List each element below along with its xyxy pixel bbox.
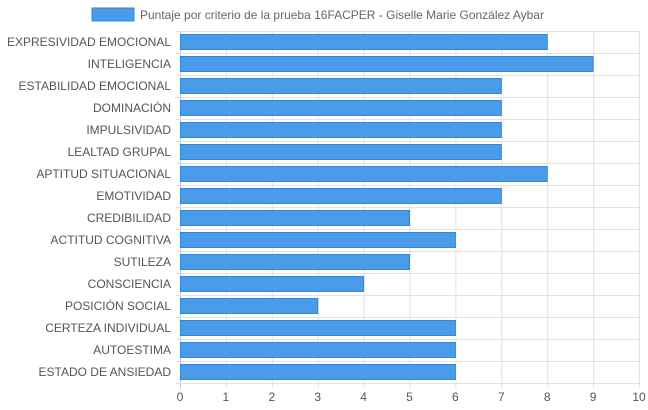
bar[interactable]	[180, 232, 456, 248]
legend: Puntaje por criterio de la prueba 16FACP…	[91, 7, 544, 22]
x-tick-label: 2	[268, 390, 275, 404]
bar[interactable]	[180, 276, 365, 292]
bar[interactable]	[180, 34, 548, 50]
bar[interactable]	[180, 100, 502, 116]
x-tick-label: 0	[177, 390, 184, 404]
bars	[180, 34, 594, 380]
bar[interactable]	[180, 144, 502, 160]
category-label: AUTOESTIMA	[93, 343, 171, 357]
bar[interactable]	[180, 56, 594, 72]
category-label: CERTEZA INDIVIDUAL	[45, 321, 171, 335]
category-label: IMPULSIVIDAD	[86, 123, 171, 137]
category-label: CONSCIENCIA	[88, 277, 171, 291]
category-labels: EXPRESIVIDAD EMOCIONAL INTELIGENCIA ESTABI…	[7, 35, 171, 379]
bar[interactable]	[180, 254, 410, 270]
bar[interactable]	[180, 78, 502, 94]
category-label: EMOTIVIDAD	[96, 189, 171, 203]
x-tick-label: 9	[590, 390, 597, 404]
legend-label: Puntaje por criterio de la prueba 16FACP…	[140, 8, 544, 22]
bar[interactable]	[180, 342, 456, 358]
category-label: SUTILEZA	[114, 255, 171, 269]
x-tick-label: 8	[544, 390, 551, 404]
bar[interactable]	[180, 210, 410, 226]
category-label: ACTITUD COGNITIVA	[51, 233, 171, 247]
x-tick-label: 10	[632, 390, 646, 404]
legend-swatch	[91, 7, 135, 22]
x-tick-label: 4	[360, 390, 367, 404]
bar[interactable]	[180, 122, 502, 138]
category-label: ESTADO DE ANSIEDAD	[39, 365, 172, 379]
category-label: DOMINACIÓN	[93, 100, 171, 115]
bar[interactable]	[180, 166, 548, 182]
bar[interactable]	[180, 364, 456, 380]
bar[interactable]	[180, 188, 502, 204]
bar[interactable]	[180, 320, 456, 336]
category-label: INTELIGENCIA	[88, 57, 171, 71]
x-tick-label: 7	[498, 390, 505, 404]
category-label: POSICIÓN SOCIAL	[65, 298, 171, 313]
x-tick-labels: 0 1 2 3 4 5 6 7 8 9 10	[177, 390, 646, 404]
bar[interactable]	[180, 298, 319, 314]
x-tick-label: 1	[223, 390, 230, 404]
category-label: EXPRESIVIDAD EMOCIONAL	[7, 35, 171, 49]
category-label: APTITUD SITUACIONAL	[36, 167, 171, 181]
x-tick-label: 5	[406, 390, 413, 404]
category-label: ESTABILIDAD EMOCIONAL	[19, 79, 172, 93]
x-tick-label: 3	[314, 390, 321, 404]
x-tick-label: 6	[452, 390, 459, 404]
category-label: CREDIBILIDAD	[87, 211, 171, 225]
category-label: LEALTAD GRUPAL	[68, 145, 172, 159]
